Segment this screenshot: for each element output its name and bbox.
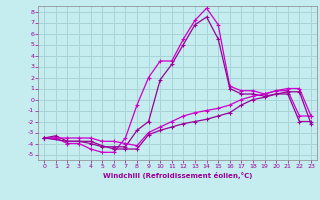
X-axis label: Windchill (Refroidissement éolien,°C): Windchill (Refroidissement éolien,°C) bbox=[103, 172, 252, 179]
